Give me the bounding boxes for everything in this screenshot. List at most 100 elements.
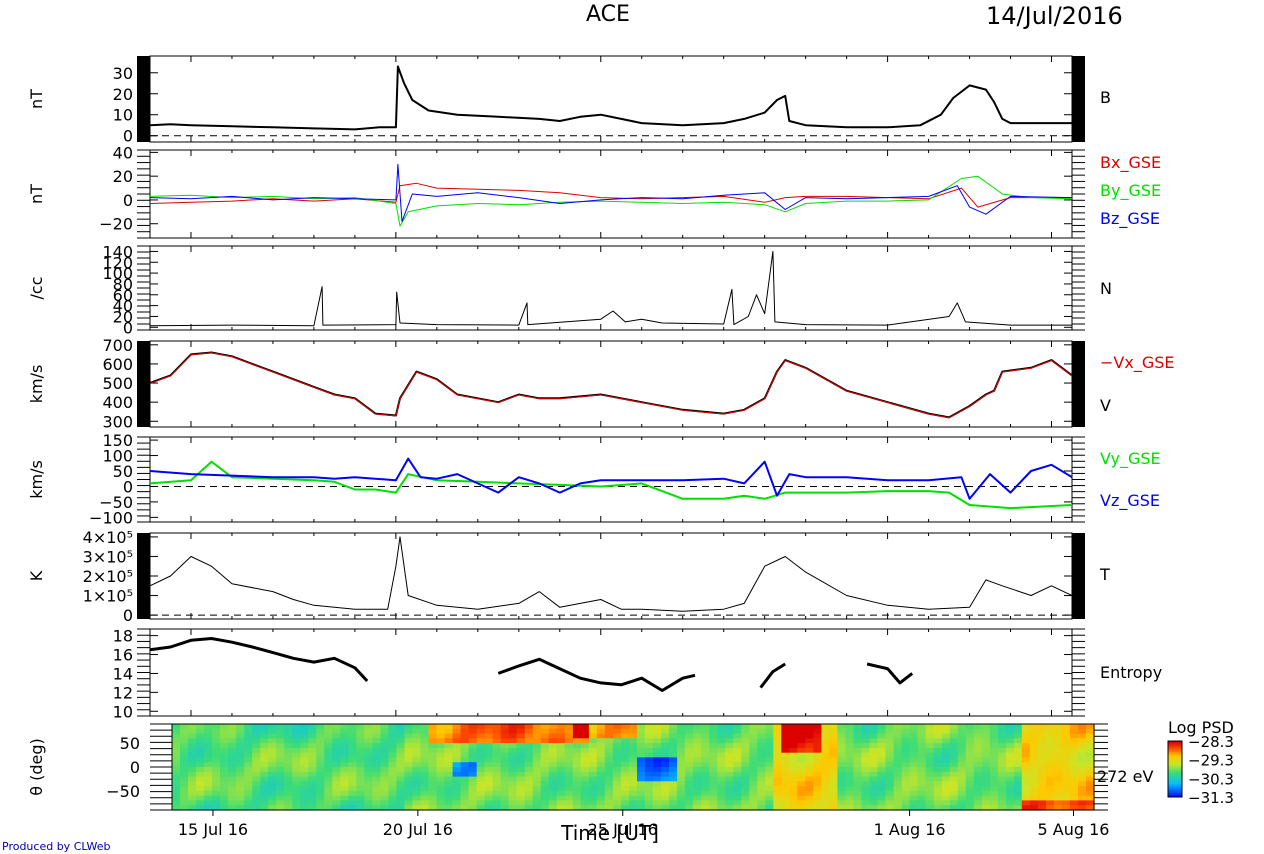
spectrogram-cell	[877, 747, 887, 754]
spectrogram-cell	[837, 743, 846, 749]
spectrogram-cell	[220, 757, 229, 763]
spectrogram-cell	[909, 747, 919, 754]
spectrogram-cell	[412, 728, 422, 735]
spectrogram-cell	[909, 781, 919, 787]
spectrogram-cell	[805, 743, 814, 749]
spectrogram-cell	[332, 762, 341, 768]
spectrogram-cell	[1013, 786, 1023, 792]
spectrogram-cell	[260, 776, 269, 782]
spectrogram-cell	[1045, 738, 1055, 744]
spectrogram-cell	[396, 771, 406, 778]
spectrogram-cell	[637, 800, 646, 806]
spectrogram-cell	[436, 776, 446, 782]
spectrogram-cell	[685, 795, 694, 802]
spectrogram-cell	[781, 747, 790, 754]
spectrogram-cell	[476, 776, 486, 782]
spectrogram-cell	[204, 795, 213, 802]
spectrogram-cell	[324, 776, 333, 782]
spectrogram-cell	[781, 743, 790, 749]
spectrogram-cell	[228, 781, 237, 787]
spectrogram-cell	[324, 728, 333, 735]
spectrogram-cell	[693, 771, 702, 778]
spectrogram-cell	[997, 805, 1007, 811]
spectrogram-cell	[524, 752, 534, 759]
spectrogram-cell	[765, 738, 774, 744]
spectrogram-cell	[444, 747, 454, 754]
spectrogram-cell	[933, 776, 943, 782]
spectrogram-cell	[733, 771, 742, 778]
spectrogram-cell	[220, 800, 229, 806]
spectrogram-cell	[212, 728, 221, 735]
spectrogram-cell	[789, 790, 798, 797]
spectrogram-cell	[452, 805, 462, 811]
spectrogram-cell	[909, 738, 919, 744]
spectrogram-cell	[733, 724, 742, 730]
spectrogram-cell	[588, 738, 598, 744]
spectrogram-cell	[1078, 795, 1087, 802]
spectrogram-cell	[188, 767, 197, 773]
spectrogram-cell	[460, 733, 470, 739]
spectrogram-cell	[252, 790, 261, 797]
spectrogram-cell	[1069, 805, 1079, 811]
spectrogram-cell	[452, 733, 462, 739]
spectrogram-cell	[1069, 771, 1079, 778]
spectrogram-cell	[204, 757, 213, 763]
spectrogram-cell	[580, 747, 590, 754]
spectrogram-cell	[436, 762, 446, 768]
spectrogram-cell	[588, 724, 598, 730]
spectrogram-cell	[653, 805, 662, 811]
spectrogram-cell	[220, 738, 229, 744]
spectrogram-cell	[821, 738, 830, 744]
spectrogram-cell	[548, 781, 558, 787]
spectrogram-cell	[861, 724, 871, 730]
spectrogram-cell	[444, 733, 454, 739]
spectrogram-cell	[837, 781, 846, 787]
spectrogram-cell	[917, 795, 927, 802]
spectrogram-cell	[853, 728, 863, 735]
spectrogram-cell	[460, 771, 470, 778]
spectrogram-cell	[749, 790, 758, 797]
spectrogram-cell	[717, 762, 726, 768]
spectrogram-cell	[220, 762, 229, 768]
spectrogram-cell	[797, 743, 806, 749]
spectrogram-cell	[404, 752, 414, 759]
spectrogram-cell	[637, 733, 646, 739]
spectrogram-cell	[893, 738, 903, 744]
spectrogram-cell	[596, 724, 606, 730]
spectrogram-cell	[909, 795, 919, 802]
spectrogram-cell	[829, 733, 838, 739]
spectrogram-cell	[797, 757, 806, 763]
spectrogram-cell	[364, 776, 373, 782]
spectrogram-cell	[596, 738, 606, 744]
spectrogram-cell	[989, 733, 999, 739]
spectrogram-cell	[468, 800, 478, 806]
spectrogram-cell	[180, 728, 189, 735]
spectrogram-cell	[332, 738, 341, 744]
spectrogram-cell	[524, 795, 534, 802]
spectrogram-cell	[204, 776, 213, 782]
spectrogram-cell	[188, 728, 197, 735]
spectrogram-cell	[388, 733, 398, 739]
spectrogram-cell	[372, 790, 381, 797]
spectrogram-cell	[348, 795, 357, 802]
spectrogram-cell	[436, 747, 446, 754]
spectrogram-cell	[709, 762, 718, 768]
spectrogram-cell	[308, 762, 317, 768]
spectrogram-cell	[805, 752, 814, 759]
chart-date: 14/Jul/2016	[986, 2, 1123, 30]
spectrogram-cell	[1078, 805, 1087, 811]
spectrogram-cell	[396, 733, 406, 739]
spectrogram-cell	[564, 743, 574, 749]
spectrogram-cell	[596, 733, 606, 739]
spectrogram-cell	[973, 724, 983, 730]
spectrogram-cell	[452, 747, 462, 754]
spectrogram-cell	[637, 728, 646, 735]
spectrogram-cell	[909, 776, 919, 782]
spectrogram-cell	[380, 738, 390, 744]
spectrogram-cell	[508, 767, 518, 773]
spectrogram-cell	[596, 752, 606, 759]
spectrogram-cell	[444, 767, 454, 773]
spectrogram-cell	[316, 771, 325, 778]
spectrogram-cell	[364, 738, 373, 744]
spectrogram-cell	[949, 752, 959, 759]
